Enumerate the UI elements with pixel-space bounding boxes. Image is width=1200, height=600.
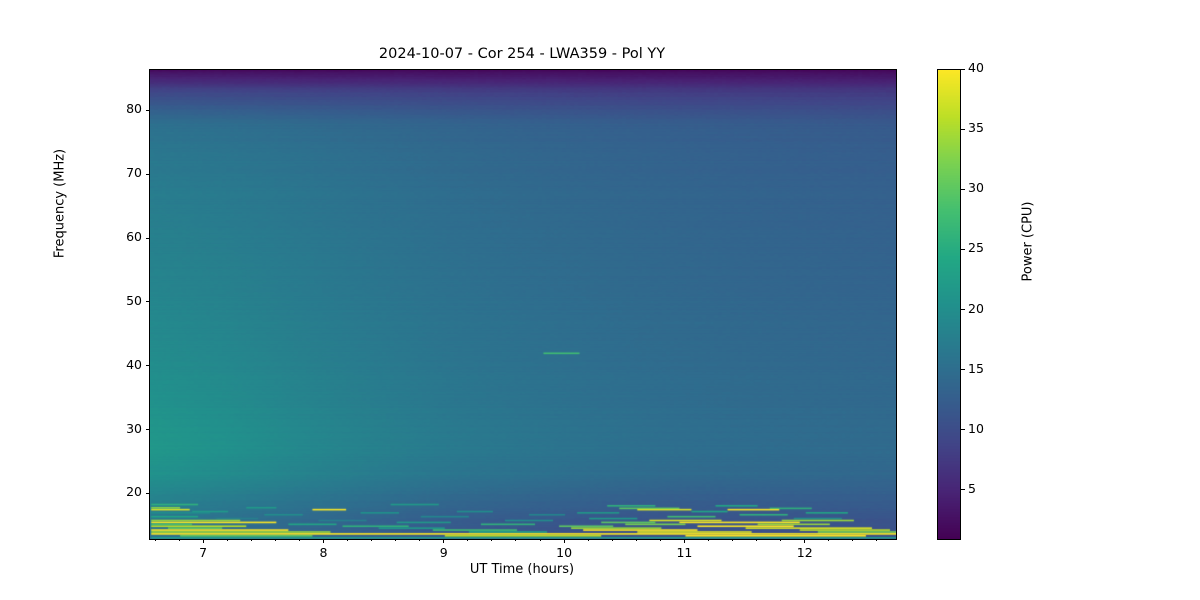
x-tick-label: 7 <box>199 545 208 560</box>
y-tick-mark <box>145 365 149 367</box>
colorbar-tick-label: 35 <box>968 120 984 136</box>
x-minor-tick-mark <box>226 539 228 541</box>
x-minor-tick-mark <box>298 539 300 541</box>
x-minor-tick-mark <box>395 539 397 541</box>
colorbar <box>937 69 961 540</box>
y-tick-mark <box>145 492 149 494</box>
colorbar-tick-mark <box>961 188 965 190</box>
colorbar-tick-mark <box>961 489 965 491</box>
dynamic-spectrum-heatmap <box>150 70 896 539</box>
x-minor-tick-mark <box>780 539 782 541</box>
x-tick-label: 8 <box>319 545 328 560</box>
x-tick-mark <box>804 539 806 543</box>
x-minor-tick-mark <box>828 539 830 541</box>
colorbar-tick-mark <box>961 429 965 431</box>
colorbar-tick-mark <box>961 68 965 70</box>
colorbar-tick-mark <box>961 369 965 371</box>
y-tick-mark <box>145 173 149 175</box>
x-minor-tick-mark <box>491 539 493 541</box>
x-minor-tick-mark <box>539 539 541 541</box>
y-tick-label: 60 <box>126 229 142 245</box>
x-minor-tick-mark <box>419 539 421 541</box>
x-tick-label: 11 <box>676 545 693 560</box>
x-minor-tick-mark <box>515 539 517 541</box>
y-tick-mark <box>145 237 149 239</box>
x-tick-mark <box>443 539 445 543</box>
y-tick-label: 50 <box>126 292 142 308</box>
x-minor-tick-mark <box>708 539 709 541</box>
colorbar-tick-mark <box>961 248 965 250</box>
x-minor-tick-mark <box>876 539 878 541</box>
x-minor-tick-mark <box>852 539 854 541</box>
x-tick-mark <box>202 539 204 543</box>
x-minor-tick-mark <box>274 539 276 541</box>
colorbar-label: Power (CPU) <box>1020 201 1036 282</box>
colorbar-gradient <box>938 70 960 539</box>
y-tick-label: 20 <box>126 484 142 500</box>
x-minor-tick-mark <box>467 539 469 541</box>
x-tick-mark <box>563 539 565 543</box>
x-minor-tick-mark <box>659 539 661 541</box>
x-minor-tick-mark <box>371 539 373 541</box>
x-tick-mark <box>322 539 324 543</box>
colorbar-tick-label: 30 <box>968 180 984 196</box>
y-tick-mark <box>145 429 149 431</box>
y-tick-label: 80 <box>126 101 142 117</box>
colorbar-tick-label: 5 <box>968 480 976 496</box>
colorbar-tick-label: 15 <box>968 360 984 376</box>
x-tick-label: 12 <box>796 545 813 560</box>
x-tick-mark <box>683 539 685 543</box>
x-minor-tick-mark <box>732 539 734 541</box>
colorbar-tick-label: 25 <box>968 240 984 256</box>
x-minor-tick-mark <box>250 539 252 541</box>
y-axis-label: Frequency (MHz) <box>52 148 68 259</box>
x-minor-tick-mark <box>587 539 589 541</box>
page-title: 2024-10-07 - Cor 254 - LWA359 - Pol YY <box>378 46 666 62</box>
colorbar-tick-label: 20 <box>968 300 984 316</box>
x-minor-tick-mark <box>611 539 613 541</box>
x-axis-label: UT Time (hours) <box>469 562 575 577</box>
x-tick-label: 9 <box>439 545 448 560</box>
x-minor-tick-mark <box>635 539 637 541</box>
x-minor-tick-mark <box>154 539 156 541</box>
y-tick-label: 70 <box>126 165 142 181</box>
x-minor-tick-mark <box>178 539 180 541</box>
y-tick-label: 40 <box>126 356 142 372</box>
x-minor-tick-mark <box>756 539 758 541</box>
x-minor-tick-mark <box>347 539 349 541</box>
colorbar-tick-mark <box>961 128 965 130</box>
y-tick-label: 30 <box>126 420 142 436</box>
x-tick-label: 10 <box>556 545 573 560</box>
y-tick-mark <box>145 109 149 111</box>
spectrogram-axes <box>149 69 897 540</box>
colorbar-tick-mark <box>961 309 965 310</box>
colorbar-tick-label: 40 <box>968 60 984 75</box>
y-tick-mark <box>145 301 149 303</box>
colorbar-tick-label: 10 <box>968 420 984 436</box>
